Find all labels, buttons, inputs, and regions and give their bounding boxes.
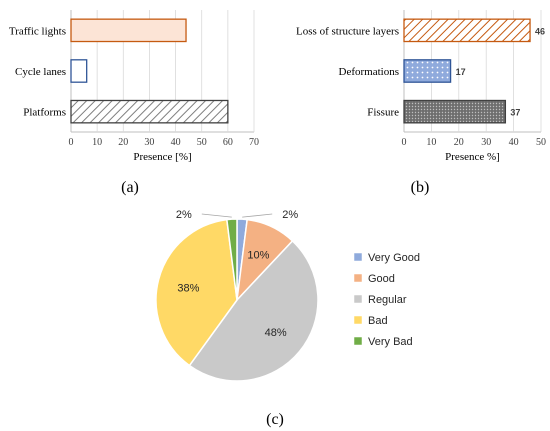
x-tick-label: 30 xyxy=(144,137,154,148)
x-tick-label: 10 xyxy=(92,137,102,148)
caption-b: (b) xyxy=(411,179,430,196)
data-label: 17 xyxy=(456,67,466,77)
legend-entry: Bad xyxy=(368,315,388,327)
x-tick-label: 50 xyxy=(197,137,207,148)
x-tick-label: 0 xyxy=(402,137,407,148)
x-tick-label: 60 xyxy=(223,137,233,148)
bar-loss-of-structure-layers xyxy=(403,18,531,43)
legend-swatch xyxy=(353,273,363,283)
x-tick-label: 30 xyxy=(481,137,491,148)
slice-regular xyxy=(188,239,319,382)
slice-label: 10% xyxy=(247,250,269,262)
chart-c: 2% 10% 48% 38% 2% Very Good Good Regular Bad Very… xyxy=(155,209,420,382)
x-tick-label: 20 xyxy=(454,137,464,148)
bar-traffic-lights xyxy=(70,18,187,43)
bar-fissure xyxy=(403,99,507,124)
slice-very-bad xyxy=(226,218,238,301)
bar-deformations xyxy=(403,59,452,83)
slice-label: 48% xyxy=(265,327,287,339)
legend-entry: Good xyxy=(368,273,395,285)
x-tick-label: 40 xyxy=(509,137,519,148)
legend-swatch xyxy=(353,336,363,346)
bar-cycle-lanes xyxy=(70,59,88,83)
category-label: Cycle lanes xyxy=(15,66,66,78)
x-tick-label: 0 xyxy=(69,137,74,148)
x-tick-label: 50 xyxy=(536,137,546,148)
data-label: 46 xyxy=(535,26,545,36)
category-label: Platforms xyxy=(23,107,66,119)
legend-swatch xyxy=(353,252,363,262)
legend-swatch xyxy=(353,315,363,325)
bar-platforms xyxy=(70,99,229,124)
x-tick-label: 70 xyxy=(249,137,259,148)
legend-swatch xyxy=(353,294,363,304)
data-label: 37 xyxy=(510,108,520,118)
slice-label: 2% xyxy=(282,209,298,221)
category-label: Fissure xyxy=(367,107,399,119)
category-label: Deformations xyxy=(339,66,399,78)
legend-entry: Very Bad xyxy=(368,336,413,348)
x-axis-label: Presence [%] xyxy=(133,151,191,163)
legend-entry: Very Good xyxy=(368,252,420,264)
chart-a: 0 10 20 30 40 50 60 70 Presence [%] Traffic light… xyxy=(9,10,259,163)
category-label: Loss of structure layers xyxy=(296,25,399,37)
x-tick-label: 40 xyxy=(171,137,181,148)
legend-entry: Regular xyxy=(368,294,407,306)
chart-b: 0 10 20 30 40 50 Presence %] Loss of structure … xyxy=(296,10,546,163)
slice-label: 38% xyxy=(177,283,199,295)
leader-line xyxy=(201,213,232,218)
caption-a: (a) xyxy=(121,179,139,196)
x-tick-label: 10 xyxy=(426,137,436,148)
x-axis-label: Presence %] xyxy=(445,151,500,163)
category-label: Traffic lights xyxy=(9,25,66,37)
leader-line xyxy=(242,213,273,218)
slice-label: 2% xyxy=(176,209,192,221)
slice-bad xyxy=(155,218,238,367)
caption-c: (c) xyxy=(266,411,284,428)
x-tick-label: 20 xyxy=(118,137,128,148)
